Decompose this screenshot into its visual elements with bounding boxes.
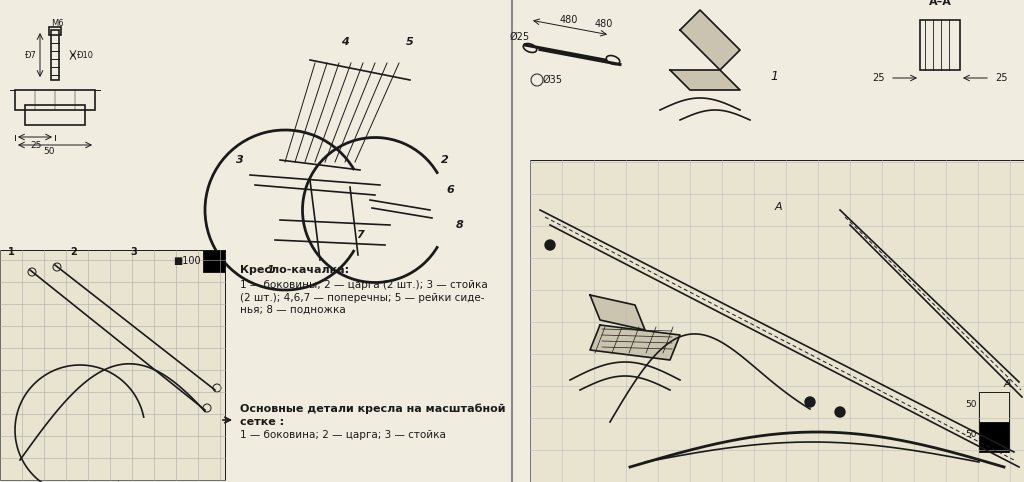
Text: Основные детали кресла на масштабной: Основные детали кресла на масштабной: [240, 403, 506, 414]
Text: A–A: A–A: [929, 0, 951, 7]
Circle shape: [835, 407, 845, 417]
Text: 3: 3: [237, 155, 244, 165]
Text: 50: 50: [43, 147, 54, 156]
Text: 2: 2: [70, 247, 77, 257]
Text: ■100: ■100: [173, 256, 201, 266]
Bar: [49, 27, 61, 35]
Text: (2 шт.); 4,6,7 — поперечны; 5 — рейки сиде-: (2 шт.); 4,6,7 — поперечны; 5 — рейки си…: [240, 293, 484, 303]
Bar: [979, 392, 1009, 422]
Text: 25: 25: [872, 73, 885, 83]
Text: 6: 6: [446, 185, 454, 195]
Text: 25: 25: [30, 141, 41, 150]
Text: 1 — боковина; 2 — царга; 3 — стойка: 1 — боковина; 2 — царга; 3 — стойка: [240, 430, 445, 440]
Text: 3: 3: [130, 247, 137, 257]
Text: A: A: [1004, 379, 1012, 389]
Bar: [530, 160, 1024, 482]
Text: A: A: [775, 202, 782, 212]
Text: 2: 2: [441, 155, 449, 165]
Text: 25: 25: [995, 73, 1008, 83]
Text: 1: 1: [266, 265, 273, 275]
Circle shape: [805, 397, 815, 407]
Bar: [51, 30, 59, 80]
Bar: [979, 422, 1009, 452]
Text: 1 — боковины; 2 — царга (2 шт.); 3 — стойка: 1 — боковины; 2 — царга (2 шт.); 3 — сто…: [240, 280, 487, 290]
Bar: [203, 250, 225, 272]
Text: Ø35: Ø35: [543, 75, 563, 85]
Text: Кресло-качалка:: Кресло-качалка:: [240, 265, 349, 275]
Text: 480: 480: [595, 19, 613, 29]
Text: 7: 7: [356, 230, 364, 240]
Text: 5: 5: [407, 37, 414, 47]
Text: M6: M6: [51, 18, 63, 27]
Text: 1: 1: [770, 70, 778, 83]
Text: 4: 4: [341, 37, 349, 47]
Text: 50: 50: [966, 430, 977, 439]
Circle shape: [545, 240, 555, 250]
Polygon shape: [670, 70, 740, 90]
Text: Ø25: Ø25: [510, 32, 530, 42]
Text: Ð10: Ð10: [77, 51, 94, 59]
Polygon shape: [680, 10, 740, 70]
Text: 8: 8: [456, 220, 464, 230]
Bar: [0, 250, 225, 480]
Text: 1: 1: [8, 247, 14, 257]
Polygon shape: [590, 325, 680, 360]
Text: 50: 50: [966, 400, 977, 409]
Text: 480: 480: [560, 15, 579, 25]
Text: нья; 8 — подножка: нья; 8 — подножка: [240, 305, 346, 315]
Text: Ð7: Ð7: [25, 51, 37, 59]
Polygon shape: [590, 295, 645, 330]
Text: сетке :: сетке :: [240, 417, 284, 427]
Bar: [920, 20, 961, 70]
